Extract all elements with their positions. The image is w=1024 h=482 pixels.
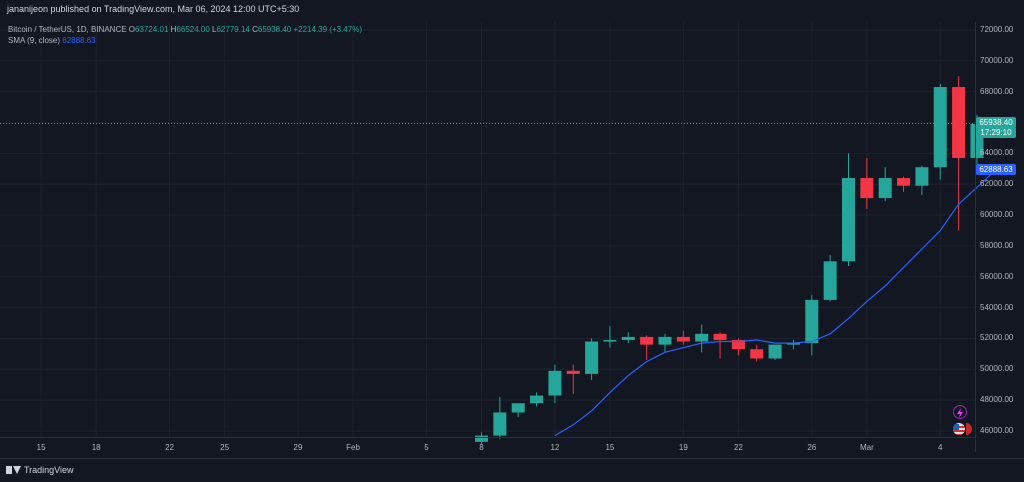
price-tick-label: 70000.00 bbox=[980, 55, 1014, 65]
us-flag-icon[interactable] bbox=[953, 423, 965, 435]
candle-body bbox=[731, 339, 745, 350]
price-tick-label: 62000.00 bbox=[980, 179, 1014, 189]
candle-body bbox=[585, 341, 599, 374]
candle-body bbox=[511, 403, 525, 413]
candle-body bbox=[933, 87, 947, 168]
legend-open-label: O bbox=[128, 25, 136, 34]
price-tick-label: 48000.00 bbox=[980, 395, 1014, 405]
candle-body bbox=[897, 178, 911, 186]
tradingview-mark-icon bbox=[6, 466, 21, 474]
sma-price-badge: 62888.63 bbox=[976, 164, 1016, 175]
candle-body bbox=[842, 178, 855, 262]
published-info: jananijeon published on TradingView.com,… bbox=[7, 4, 300, 14]
price-axis[interactable] bbox=[975, 22, 1024, 452]
legend-high-label: H bbox=[170, 25, 177, 34]
candle-body bbox=[475, 435, 488, 442]
legend-close-label: C bbox=[252, 25, 258, 34]
time-tick-label: 25 bbox=[220, 443, 230, 452]
time-tick-label: 19 bbox=[678, 443, 688, 452]
candle-body bbox=[676, 336, 690, 342]
candle-body bbox=[530, 395, 544, 404]
time-tick-label: 15 bbox=[36, 443, 46, 452]
legend-low: 62779.14 bbox=[216, 25, 250, 34]
price-tick-label: 54000.00 bbox=[980, 302, 1014, 312]
candle-body bbox=[713, 333, 727, 340]
legend-sma-value: 62888.63 bbox=[62, 36, 96, 45]
legend-open: 63724.01 bbox=[135, 25, 169, 34]
candle-body bbox=[952, 87, 966, 158]
top-bar: jananijeon published on TradingView.com,… bbox=[0, 0, 1024, 22]
price-tick-label: 68000.00 bbox=[980, 86, 1014, 96]
candle-body bbox=[566, 370, 580, 374]
price-tick-label: 56000.00 bbox=[980, 271, 1014, 281]
sma-polyline bbox=[554, 169, 996, 437]
time-tick-label: 4 bbox=[938, 443, 943, 452]
legend-ohlc-row: Bitcoin / TetherUS, 1D, BINANCE O63724.0… bbox=[8, 24, 362, 35]
price-tick-label: 60000.00 bbox=[980, 210, 1014, 220]
sma-line bbox=[554, 169, 996, 437]
last-price-badge: 65938.40 bbox=[976, 117, 1016, 128]
legend-sma-row[interactable]: SMA (9, close) 62888.63 bbox=[8, 35, 362, 46]
chart-legend: Bitcoin / TetherUS, 1D, BINANCE O63724.0… bbox=[8, 24, 362, 46]
price-tick-label: 64000.00 bbox=[980, 148, 1014, 158]
candle-body bbox=[548, 370, 562, 396]
time-tick-label: 8 bbox=[479, 443, 484, 452]
time-tick-label: 26 bbox=[807, 443, 817, 452]
countdown-badge: 17:29:10 bbox=[976, 127, 1016, 138]
tradingview-logo[interactable]: TradingView bbox=[6, 465, 74, 475]
time-tick-label: Mar bbox=[859, 443, 874, 452]
price-tick-label: 46000.00 bbox=[980, 426, 1014, 435]
legend-low-label: L bbox=[212, 25, 217, 34]
time-tick-label: 22 bbox=[733, 443, 743, 452]
price-tick-label: 72000.00 bbox=[980, 24, 1014, 34]
legend-symbol: Bitcoin / TetherUS, 1D, BINANCE bbox=[8, 25, 127, 34]
candle-body bbox=[750, 349, 764, 359]
candle-body bbox=[823, 261, 837, 300]
time-tick-label: 18 bbox=[91, 443, 101, 452]
time-tick-label: 22 bbox=[165, 443, 174, 452]
footer bbox=[0, 458, 1024, 482]
candle-body bbox=[878, 178, 892, 199]
time-tick-label: 15 bbox=[605, 443, 615, 452]
time-axis[interactable] bbox=[0, 437, 975, 454]
legend-change: +2214.39 (+3.47%) bbox=[293, 25, 362, 34]
candle-body bbox=[493, 412, 507, 436]
legend-high: 66524.00 bbox=[176, 25, 210, 34]
price-tick-label: 52000.00 bbox=[980, 333, 1014, 343]
time-tick-label: 29 bbox=[293, 443, 303, 452]
time-tick-label: 5 bbox=[424, 443, 429, 452]
grid bbox=[0, 22, 975, 437]
time-tick-label: Feb bbox=[346, 443, 360, 452]
candle-body bbox=[640, 336, 654, 345]
time-tick-label: 12 bbox=[550, 443, 560, 452]
flash-icon[interactable] bbox=[953, 405, 967, 419]
candles bbox=[475, 76, 984, 445]
legend-close: 65938.40 bbox=[257, 25, 292, 34]
candle-body bbox=[768, 344, 782, 359]
candle-body bbox=[860, 178, 874, 199]
legend-sma-label: SMA (9, close) bbox=[8, 36, 61, 45]
footer-brand: TradingView bbox=[24, 465, 74, 475]
candle-body bbox=[805, 299, 819, 344]
candle-body bbox=[621, 336, 635, 340]
candle-body bbox=[603, 339, 617, 342]
candle-body bbox=[915, 167, 929, 186]
price-tick-label: 58000.00 bbox=[980, 240, 1014, 250]
calendar-event-icon[interactable] bbox=[966, 423, 972, 435]
price-tick-label: 50000.00 bbox=[980, 364, 1014, 374]
candle-body bbox=[786, 343, 800, 345]
candle-body bbox=[695, 333, 709, 342]
candle-body bbox=[658, 336, 672, 345]
